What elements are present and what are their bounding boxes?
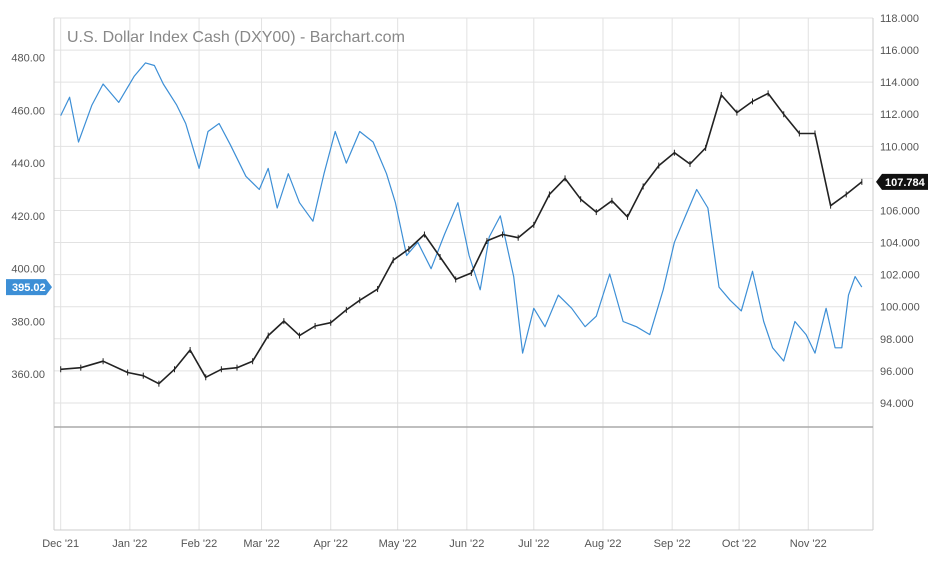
- left-tick-label: 460.00: [11, 105, 45, 117]
- x-tick-label: Jan '22: [112, 538, 147, 550]
- x-tick-label: Nov '22: [790, 538, 827, 550]
- right-tick-label: 116.000: [880, 45, 919, 57]
- grid-lines: [54, 17, 873, 530]
- x-axis-ticks: Dec '21 Jan '22 Feb '22 Mar '22 Apr '22 May '…: [42, 538, 827, 550]
- x-tick-label: Jul '22: [518, 538, 549, 550]
- right-tick-label: 110.000: [880, 141, 919, 153]
- left-last-value-badge: 395.02: [6, 279, 52, 296]
- badge-shape: [876, 173, 928, 190]
- right-axis-ticks: 94.000 96.000 98.000 100.000 102.000 104.000 1…: [880, 13, 920, 410]
- left-tick-label: 400.00: [11, 264, 45, 276]
- right-tick-label: 100.000: [880, 302, 920, 314]
- x-tick-label: Mar '22: [243, 538, 279, 550]
- right-tick-label: 104.000: [880, 238, 920, 250]
- left-tick-label: 480.00: [11, 53, 45, 65]
- x-tick-label: Sep '22: [654, 538, 691, 550]
- right-tick-label: 112.000: [880, 109, 919, 121]
- left-axis-ticks: 360.00 380.00 400.00 420.00 440.00 460.00 480.…: [11, 53, 45, 382]
- x-tick-label: Feb '22: [181, 538, 217, 550]
- right-tick-label: 102.000: [880, 270, 920, 282]
- left-tick-label: 420.00: [11, 211, 45, 223]
- series-layer: [60, 62, 863, 387]
- right-tick-label: 94.000: [880, 398, 914, 410]
- left-tick-label: 440.00: [11, 158, 45, 170]
- badge-label: 107.784: [885, 177, 926, 189]
- left-tick-label: 380.00: [11, 316, 45, 328]
- right-tick-label: 96.000: [880, 366, 914, 378]
- badge-label: 395.02: [12, 282, 46, 294]
- x-tick-label: Aug '22: [584, 538, 621, 550]
- right-tick-label: 106.000: [880, 205, 920, 217]
- x-tick-label: Jun '22: [449, 538, 484, 550]
- right-tick-label: 118.000: [880, 13, 919, 25]
- left-axis-series-line: [60, 62, 863, 362]
- badge-shape: [6, 279, 52, 296]
- plot-frame: [53, 18, 874, 531]
- right-last-value-badge: 107.784: [876, 173, 928, 190]
- x-tick-label: Oct '22: [722, 538, 757, 550]
- value-badges: 395.02 107.784: [6, 173, 928, 296]
- x-tick-label: May '22: [379, 538, 417, 550]
- right-axis-series-line: [60, 92, 863, 385]
- x-tick-label: Apr '22: [313, 538, 348, 550]
- x-tick-label: Dec '21: [42, 538, 79, 550]
- chart-title: U.S. Dollar Index Cash (DXY00) - Barchar…: [67, 29, 405, 46]
- right-tick-label: 98.000: [880, 334, 914, 346]
- left-tick-label: 360.00: [11, 369, 45, 381]
- right-tick-label: 114.000: [880, 77, 919, 89]
